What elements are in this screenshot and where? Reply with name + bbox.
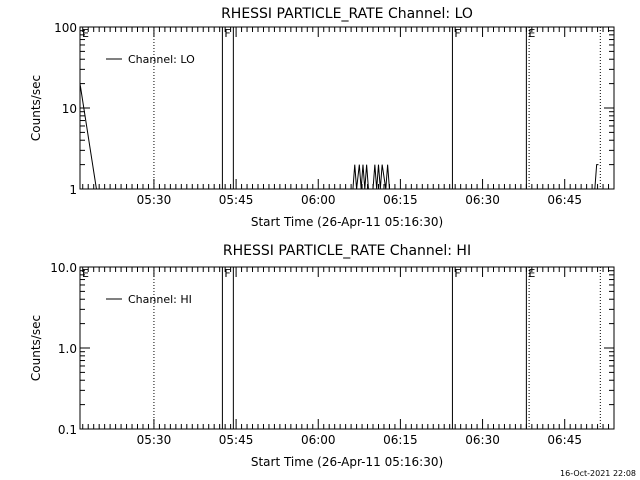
x-tick-label: 05:30 (137, 433, 172, 447)
marker-label: E (528, 27, 535, 40)
x-tick-label: 05:30 (137, 193, 172, 207)
y-tick-label: 10 (62, 102, 77, 116)
marker-label: E (528, 267, 535, 280)
x-tick-label: 06:45 (547, 433, 582, 447)
y-tick-label: 1 (69, 183, 77, 197)
x-tick-label: 06:30 (465, 193, 500, 207)
marker-label: F (454, 267, 460, 280)
y-axis-label: Counts/sec (29, 75, 43, 141)
plot-frame (79, 26, 615, 190)
x-tick-label: 06:15 (383, 433, 418, 447)
plot-frame (79, 266, 615, 430)
legend-label: Channel: HI (128, 293, 192, 306)
x-tick-label: 05:45 (219, 193, 254, 207)
y-axis-label: Counts/sec (29, 315, 43, 381)
y-tick-label: 1.0 (58, 342, 77, 356)
series-line (594, 164, 599, 190)
x-tick-label: 06:45 (547, 193, 582, 207)
x-tick-label: 05:45 (219, 433, 254, 447)
legend-label: Channel: LO (128, 53, 195, 66)
y-tick-label: 100 (54, 21, 77, 35)
chart-title: RHESSI PARTICLE_RATE Channel: HI (223, 243, 471, 259)
x-axis-label: Start Time (26-Apr-11 05:16:30) (251, 215, 443, 229)
footer-timestamp: 16-Oct-2021 22:08 (560, 469, 636, 478)
marker-label: F (224, 27, 230, 40)
x-tick-label: 06:30 (465, 433, 500, 447)
marker-label: E (82, 27, 89, 40)
x-tick-label: 06:00 (301, 193, 336, 207)
x-tick-label: 06:00 (301, 433, 336, 447)
marker-label: F (454, 27, 460, 40)
series-line (352, 164, 390, 190)
y-tick-label: 0.1 (58, 423, 77, 437)
marker-label: F (224, 267, 230, 280)
marker-label: E (82, 267, 89, 280)
y-tick-label: 10.0 (50, 261, 77, 275)
chart-title: RHESSI PARTICLE_RATE Channel: LO (221, 6, 473, 22)
x-axis-label: Start Time (26-Apr-11 05:16:30) (251, 455, 443, 469)
x-tick-label: 06:15 (383, 193, 418, 207)
series-line (79, 83, 97, 190)
